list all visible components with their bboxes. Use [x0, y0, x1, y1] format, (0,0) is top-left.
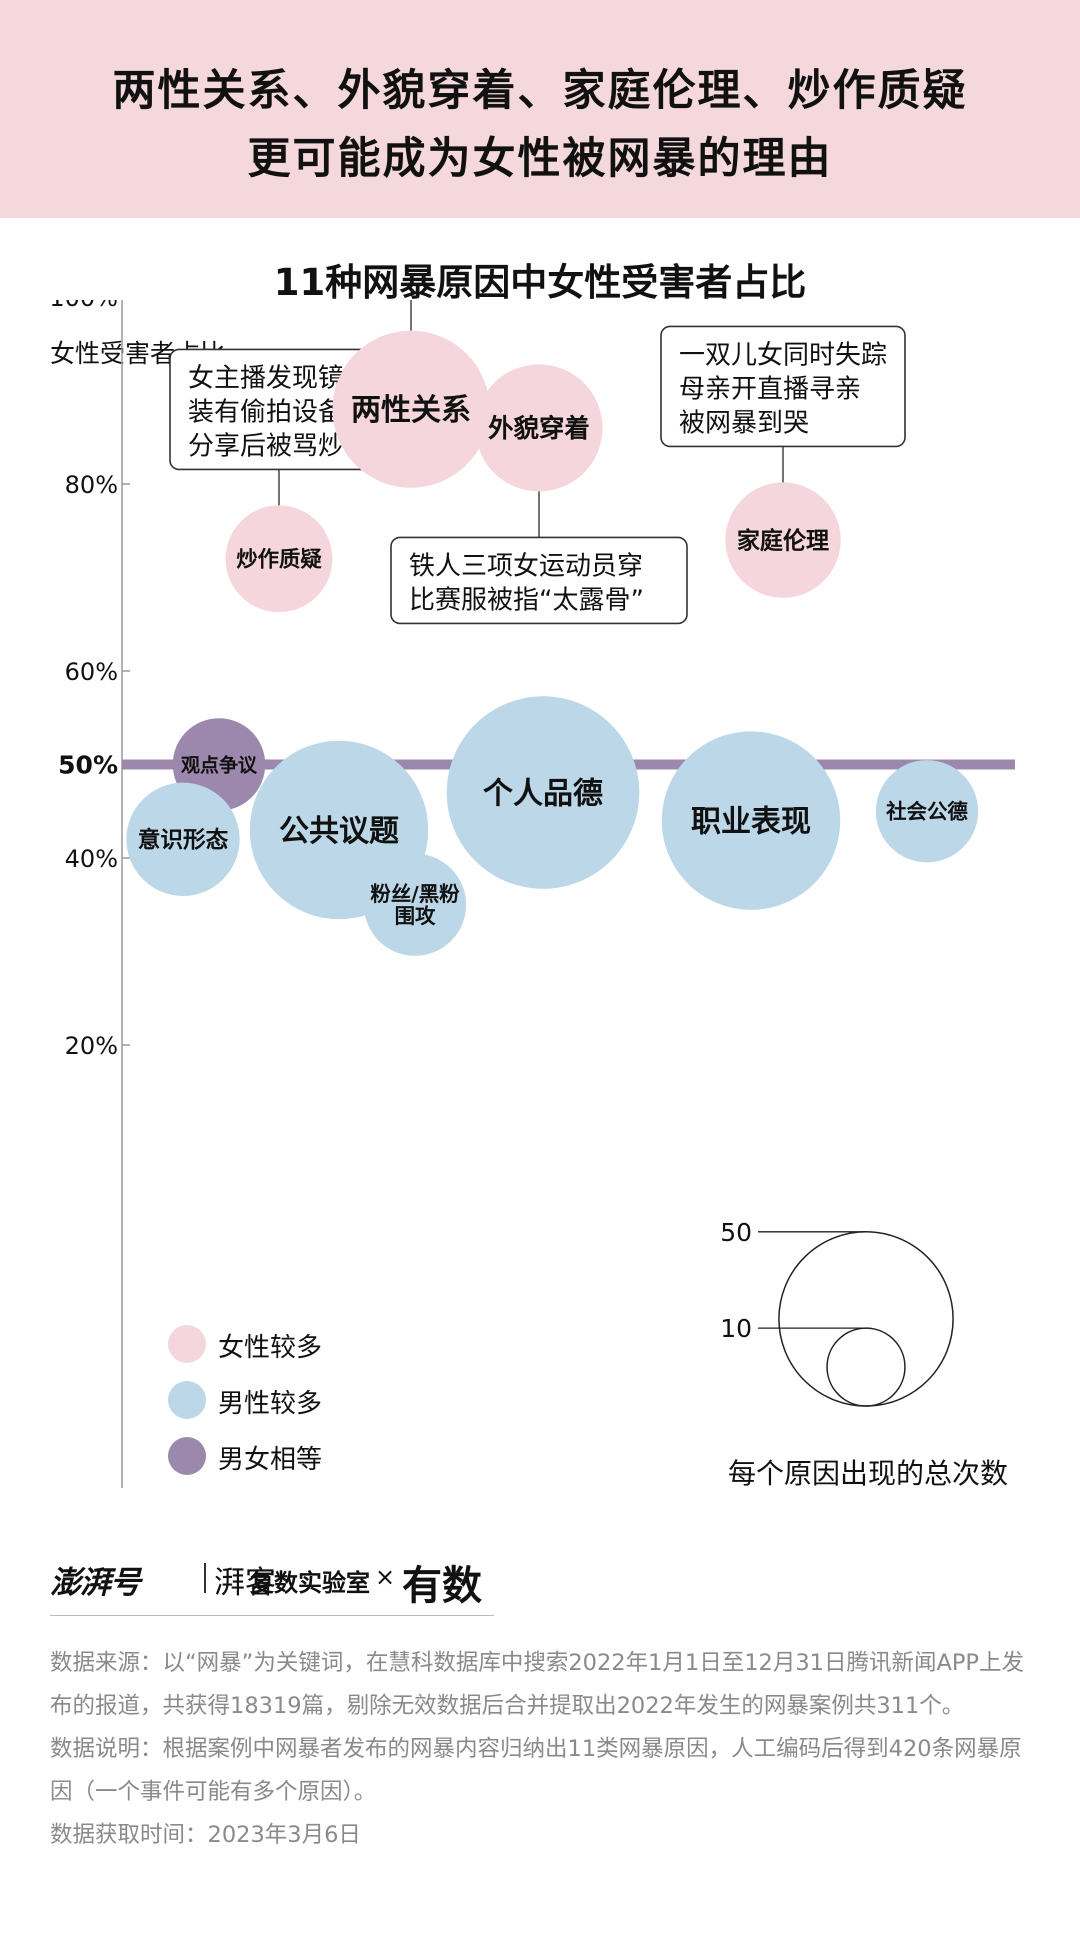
bubble-职业表现: [661, 731, 841, 910]
annotation-text: 一双儿女同时失踪: [679, 340, 887, 370]
bubble-炒作质疑: [225, 505, 333, 613]
size-legend-circle-10: [826, 1327, 906, 1407]
bubble-label: 意识形态: [138, 826, 229, 853]
bubble-两性关系: [332, 330, 490, 488]
data-method-note: 数据说明：根据案例中网暴者发布的网暴内容归纳出11类网暴原因，人工编码后得到42…: [50, 1736, 1022, 1805]
bubble-label: 社会公德: [885, 800, 968, 824]
bubble-粉丝/黑粉围攻: [363, 853, 467, 956]
legend-label-equal: 男女相等: [218, 1445, 323, 1475]
size-legend-label-10: 10: [720, 1314, 752, 1343]
bubble-label: 观点争议: [181, 753, 258, 776]
bubble-外貌穿着: [475, 364, 603, 492]
title-banner: 两性关系、外貌穿着、家庭伦理、炒作质疑 更可能成为女性被网暴的理由: [0, 0, 1080, 218]
data-source-note: 数据来源：以“网暴”为关键词，在慧科数据库中搜索2022年1月1日至12月31日…: [50, 1650, 1024, 1719]
annotation-box: [660, 325, 906, 448]
bubble-label: 围攻: [395, 904, 436, 928]
bubble-label: 职业表现: [691, 804, 811, 839]
annotation-text: 母亲开直播寻亲: [679, 374, 861, 404]
bubble-label: 公共议题: [279, 814, 399, 849]
y-tick-label: 40%: [65, 845, 118, 873]
legend-label-male: 男性较多: [218, 1389, 323, 1419]
legend-dot-male: [168, 1381, 206, 1419]
annotation-box: [390, 536, 688, 625]
bubble-label: 外貌穿着: [488, 413, 590, 443]
logo-youshu: 有数: [402, 1562, 482, 1609]
bubble-label: 家庭伦理: [737, 527, 829, 554]
bubble-社会公德: [875, 760, 979, 863]
bubble-label: 两性关系: [351, 393, 471, 428]
footer-notes: 数据来源：以“网暴”为关键词，在慧科数据库中搜索2022年1月1日至12月31日…: [50, 1642, 1040, 1857]
legend-dot-equal: [168, 1437, 206, 1475]
annotation-text: 比赛服被指“太露骨”: [409, 585, 644, 615]
annotation-text: 铁人三项女运动员穿: [409, 551, 643, 581]
bubble-label: 炒作质疑: [236, 547, 322, 572]
bubble-家庭伦理: [725, 482, 841, 598]
bubble-意识形态: [126, 782, 240, 896]
footer-divider: [50, 1615, 494, 1616]
logo-fushu-lab: 复数实验室: [250, 1569, 370, 1597]
chart-title: 11种网暴原因中女性受害者占比: [273, 261, 807, 304]
bubble-label: 粉丝/黑粉: [370, 882, 460, 906]
y-tick-label: 20%: [65, 1032, 118, 1060]
annotation-text: 装有偷拍设备: [188, 397, 344, 427]
logo-pengpaihao: 澎湃号: [50, 1565, 141, 1601]
headline-line-1: 两性关系、外貌穿着、家庭伦理、炒作质疑: [112, 66, 968, 116]
data-date-note: 数据获取时间：2023年3月6日: [50, 1822, 361, 1848]
size-legend-caption: 每个原因出现的总次数: [727, 1457, 1008, 1490]
annotation-text: 被网暴到哭: [679, 408, 809, 438]
y-tick-label: 50%: [58, 751, 118, 780]
y-tick-label: 100%: [49, 300, 118, 312]
y-tick-label: 80%: [65, 471, 118, 499]
legend-dot-female: [168, 1325, 206, 1363]
size-legend-circle-50: [778, 1231, 954, 1407]
bubble-个人品德: [446, 696, 640, 889]
y-tick-label: 60%: [65, 658, 118, 686]
headline-line-2: 更可能成为女性被网暴的理由: [247, 134, 833, 184]
size-legend-label-50: 50: [720, 1218, 752, 1247]
logo-paike: 湃客: [214, 1565, 276, 1601]
logo-separator: [204, 1563, 206, 1593]
bubble-label: 个人品德: [483, 776, 603, 811]
legend-label-female: 女性较多: [218, 1333, 323, 1363]
bubble-chart: 女性受害者占比20%40%50%60%80%100%举报导师性骚扰的女学生被骂“…: [49, 300, 1015, 1488]
logo-times-sign: ×: [375, 1563, 396, 1591]
